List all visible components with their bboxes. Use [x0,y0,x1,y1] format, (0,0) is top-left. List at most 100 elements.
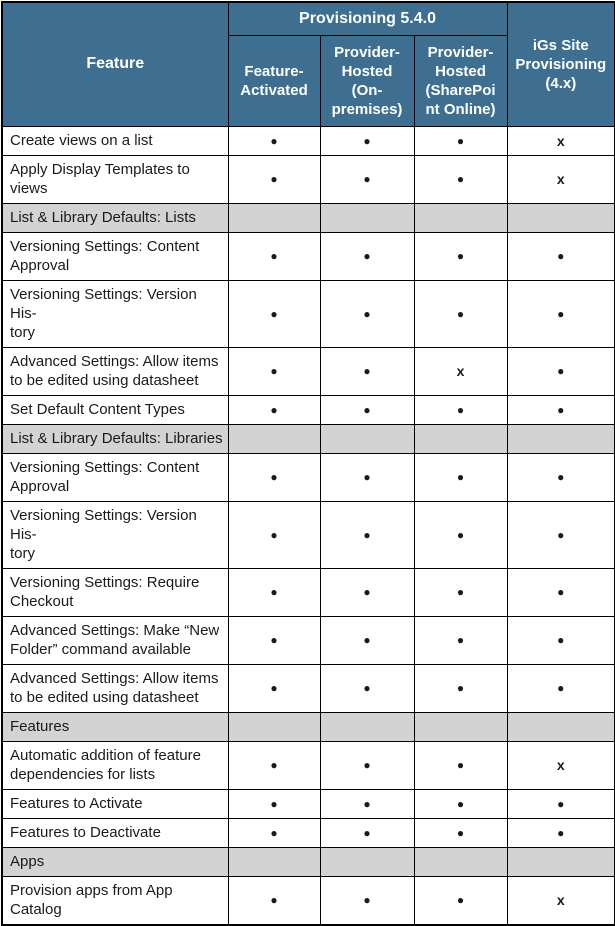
supported-dot-mark: ● [413,154,508,204]
empty-cell [227,846,321,877]
supported-dot-mark: ● [319,875,415,925]
feature-label: Set Default Content Types [1,394,229,425]
empty-cell [413,423,508,454]
feature-label: Versioning Settings: Content Approval [1,231,229,281]
supported-dot-mark: ● [413,615,508,665]
supported-dot-mark: ● [319,231,415,281]
table-row: Advanced Settings: Allow items to be edi… [1,663,615,713]
supported-dot-mark: ● [227,125,321,156]
supported-dot-mark: ● [413,740,508,790]
section-row: List & Library Defaults: Libraries [1,423,615,454]
supported-dot-mark: ● [413,452,508,502]
section-label: List & Library Defaults: Lists [1,202,229,233]
feature-label: Versioning Settings: Version His- tory [1,500,229,569]
section-row: Apps [1,846,615,877]
supported-dot-mark: ● [319,663,415,713]
table-row: Versioning Settings: Require Checkout ● ● ●… [1,567,615,617]
supported-dot-mark: ● [319,394,415,425]
supported-dot-mark: ● [319,346,415,396]
supported-dot-mark: ● [506,452,615,502]
supported-dot-mark: ● [413,394,508,425]
section-label: Features [1,711,229,742]
empty-cell [227,423,321,454]
supported-dot-mark: ● [506,394,615,425]
empty-cell [413,846,508,877]
sub-header-row: Feature- Activated Provider- Hosted (On-… [2,34,615,127]
supported-dot-mark: ● [227,788,321,819]
supported-dot-mark: ● [227,875,321,925]
supported-dot-mark: ● [227,231,321,281]
empty-cell [506,202,615,233]
table-row: Versioning Settings: Version His- tory ● ●… [1,500,615,569]
supported-dot-mark: ● [506,615,615,665]
supported-dot-mark: ● [319,279,415,348]
empty-cell [319,846,415,877]
supported-dot-mark: ● [319,452,415,502]
table-row: Create views on a list ● ● ● x [1,125,615,156]
empty-cell [506,711,615,742]
feature-label: Features to Activate [1,788,229,819]
table-row: Versioning Settings: Version His- tory ● ●… [1,279,615,348]
feature-label: Provision apps from App Catalog [1,875,229,925]
empty-cell [413,711,508,742]
feature-label: Apply Display Templates to views [1,154,229,204]
supported-dot-mark: ● [413,663,508,713]
supported-dot-mark: ● [319,500,415,569]
table-header: Feature Provisioning 5.4.0 iGs Site Prov… [1,1,615,127]
provider-hosted-onpremises-column-header: Provider- Hosted (On- premises) [319,34,415,127]
feature-label: Features to Deactivate [1,817,229,848]
feature-column-header: Feature [1,1,229,127]
supported-dot-mark: ● [506,500,615,569]
table-row: Apply Display Templates to views ● ● ● x [1,154,615,204]
supported-dot-mark: ● [506,231,615,281]
table-row: Automatic addition of feature dependenci… [1,740,615,790]
feature-label: Versioning Settings: Version His- tory [1,279,229,348]
supported-dot-mark: ● [413,875,508,925]
feature-label: Versioning Settings: Content Approval [1,452,229,502]
table-row: Advanced Settings: Make “New Folder” com… [1,615,615,665]
supported-dot-mark: ● [227,663,321,713]
empty-cell [227,202,321,233]
empty-cell [319,202,415,233]
supported-dot-mark: ● [413,788,508,819]
supported-dot-mark: ● [319,788,415,819]
supported-dot-mark: ● [506,567,615,617]
supported-dot-mark: ● [227,615,321,665]
empty-cell [413,202,508,233]
supported-dot-mark: ● [506,663,615,713]
supported-dot-mark: ● [319,817,415,848]
supported-dot-mark: ● [227,346,321,396]
supported-dot-mark: ● [413,231,508,281]
supported-dot-mark: ● [227,567,321,617]
supported-dot-mark: ● [227,279,321,348]
table-row: Versioning Settings: Content Approval ● ● ●… [1,452,615,502]
unsupported-x-mark: x [413,346,508,396]
supported-dot-mark: ● [413,567,508,617]
table-row: Features to Activate ● ● ● ● [1,788,615,819]
table-row: Provision apps from App Catalog ● ● ● x [1,875,615,925]
supported-dot-mark: ● [319,567,415,617]
provider-hosted-sharepoint-online-column-header: Provider- Hosted (SharePoi nt Online) [413,34,508,127]
supported-dot-mark: ● [413,817,508,848]
supported-dot-mark: ● [506,788,615,819]
supported-dot-mark: ● [227,394,321,425]
supported-dot-mark: ● [506,346,615,396]
empty-cell [506,846,615,877]
supported-dot-mark: ● [319,615,415,665]
empty-cell [227,711,321,742]
section-label: Apps [1,846,229,877]
igs-site-provisioning-column-header: iGs Site Provisioning (4.x) [506,1,615,127]
feature-label: Advanced Settings: Allow items to be edi… [1,346,229,396]
empty-cell [319,423,415,454]
table-body: Create views on a list ● ● ● x Apply Display … [1,125,615,925]
feature-activated-column-header: Feature- Activated [227,34,321,127]
table-row: Set Default Content Types ● ● ● ● [1,394,615,425]
unsupported-x-mark: x [506,154,615,204]
feature-label: Automatic addition of feature dependenci… [1,740,229,790]
supported-dot-mark: ● [227,740,321,790]
supported-dot-mark: ● [227,500,321,569]
supported-dot-mark: ● [506,279,615,348]
section-row: Features [1,711,615,742]
feature-label: Advanced Settings: Allow items to be edi… [1,663,229,713]
